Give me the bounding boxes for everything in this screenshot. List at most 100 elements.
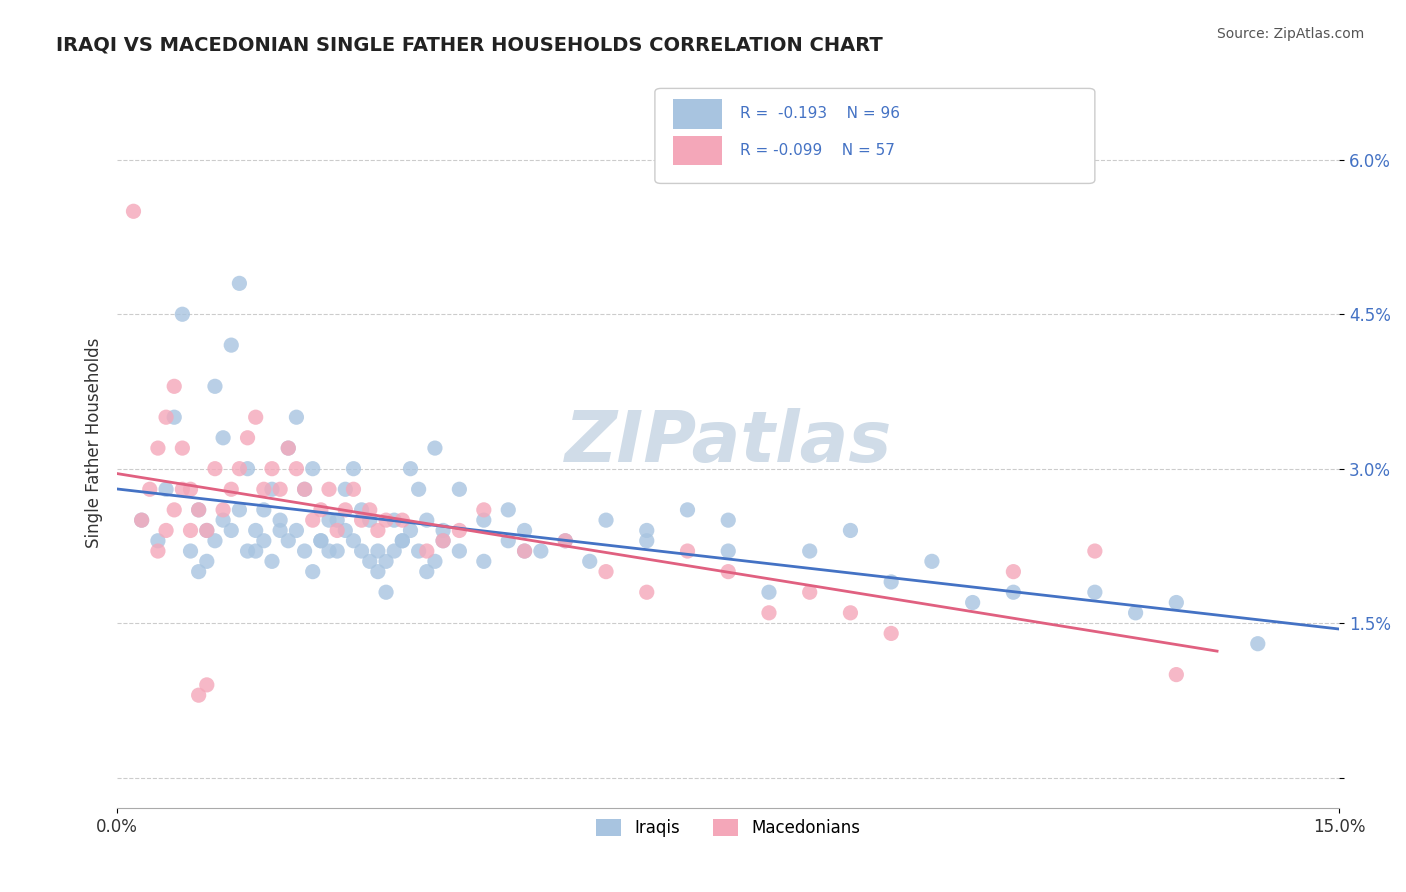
Iraqis [335,483,357,497]
Iraqis [423,441,446,455]
Iraqis [408,544,430,558]
Iraqis [245,524,267,538]
Macedonians [309,503,332,517]
Text: Source: ZipAtlas.com: Source: ZipAtlas.com [1216,27,1364,41]
Iraqis [350,544,373,558]
Iraqis [212,513,235,527]
Macedonians [187,503,209,517]
Macedonians [155,524,177,538]
Macedonians [253,483,276,497]
Macedonians [799,585,821,599]
Iraqis [717,513,740,527]
Iraqis [285,524,308,538]
Iraqis [301,565,323,579]
Macedonians [195,678,218,692]
Iraqis [269,513,291,527]
Iraqis [382,513,405,527]
Macedonians [172,441,194,455]
Macedonians [326,524,349,538]
Iraqis [309,533,332,548]
Macedonians [269,483,291,497]
Iraqis [187,565,209,579]
Iraqis [228,503,250,517]
Iraqis [219,524,242,538]
Iraqis [1084,585,1107,599]
Iraqis [294,544,316,558]
Macedonians [359,503,381,517]
Macedonians [236,431,259,445]
Iraqis [496,503,519,517]
Macedonians [839,606,862,620]
Iraqis [219,338,242,352]
Iraqis [416,513,439,527]
Macedonians [449,524,471,538]
Iraqis [1166,595,1188,609]
Iraqis [277,441,299,455]
Macedonians [513,544,536,558]
Iraqis [195,524,218,538]
Macedonians [717,565,740,579]
Iraqis [578,554,600,568]
Iraqis [513,524,536,538]
Iraqis [260,483,283,497]
Macedonians [260,461,283,475]
Bar [673,136,723,165]
Iraqis [375,585,398,599]
Macedonians [301,513,323,527]
Macedonians [187,688,209,702]
Iraqis [204,533,226,548]
Iraqis [399,524,422,538]
Iraqis [350,503,373,517]
Macedonians [245,410,267,425]
Macedonians [219,483,242,497]
Iraqis [146,533,169,548]
Macedonians [472,503,495,517]
Iraqis [472,513,495,527]
Macedonians [318,483,340,497]
Iraqis [335,524,357,538]
Iraqis [676,503,699,517]
Text: ZIPatlas: ZIPatlas [565,409,891,477]
Iraqis [1247,637,1270,651]
Macedonians [758,606,780,620]
Macedonians [294,483,316,497]
Iraqis [163,410,186,425]
Iraqis [432,524,454,538]
Macedonians [163,503,186,517]
Macedonians [1002,565,1025,579]
Iraqis [449,544,471,558]
Iraqis [367,544,389,558]
Iraqis [301,461,323,475]
Macedonians [595,565,617,579]
Iraqis [496,533,519,548]
Iraqis [513,544,536,558]
Macedonians [139,483,162,497]
Macedonians [122,204,145,219]
Iraqis [554,533,576,548]
Macedonians [1084,544,1107,558]
Iraqis [285,410,308,425]
Iraqis [318,544,340,558]
Macedonians [180,524,202,538]
Text: R = -0.099    N = 57: R = -0.099 N = 57 [741,143,896,158]
Iraqis [391,533,413,548]
Iraqis [180,544,202,558]
Iraqis [758,585,780,599]
Iraqis [595,513,617,527]
Text: R =  -0.193    N = 96: R = -0.193 N = 96 [741,106,900,121]
Macedonians [342,483,364,497]
Iraqis [921,554,943,568]
Iraqis [449,483,471,497]
Text: IRAQI VS MACEDONIAN SINGLE FATHER HOUSEHOLDS CORRELATION CHART: IRAQI VS MACEDONIAN SINGLE FATHER HOUSEH… [56,36,883,54]
Macedonians [880,626,903,640]
Legend: Iraqis, Macedonians: Iraqis, Macedonians [589,813,868,844]
Macedonians [277,441,299,455]
Iraqis [187,503,209,517]
FancyBboxPatch shape [655,88,1095,184]
Macedonians [212,503,235,517]
Iraqis [195,554,218,568]
Macedonians [350,513,373,527]
Iraqis [309,533,332,548]
Iraqis [382,544,405,558]
Iraqis [342,461,364,475]
